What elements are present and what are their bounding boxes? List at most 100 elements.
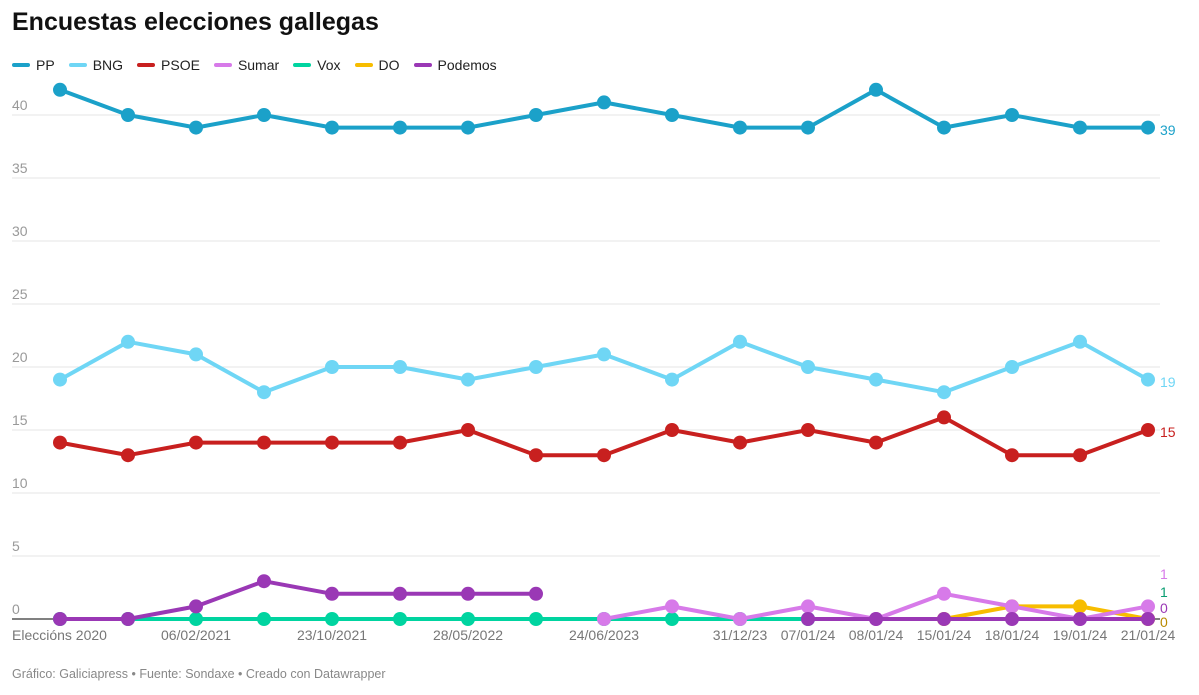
- y-tick-label: 15: [12, 412, 28, 428]
- series-pp: [53, 82, 1155, 135]
- x-tick-label: 23/10/2021: [297, 627, 367, 643]
- data-point: [461, 612, 475, 626]
- data-point: [801, 599, 815, 614]
- data-point: [461, 423, 475, 437]
- data-point: [869, 435, 883, 450]
- data-point: [121, 334, 135, 349]
- data-point: [121, 108, 135, 122]
- series-vox: [53, 612, 815, 626]
- data-point: [597, 448, 611, 463]
- y-tick-label: 20: [12, 349, 28, 365]
- data-point: [529, 360, 543, 374]
- end-label: 0: [1160, 600, 1168, 616]
- legend-label: BNG: [92, 57, 124, 73]
- y-tick-label: 40: [12, 97, 28, 113]
- data-point: [393, 360, 407, 374]
- data-point: [189, 120, 203, 135]
- end-label: 19: [1160, 374, 1176, 390]
- series-line: [60, 579, 536, 621]
- x-tick-label: 19/01/24: [1053, 627, 1108, 643]
- series-bng: [53, 334, 1155, 400]
- data-point: [801, 360, 815, 374]
- data-point: [257, 612, 271, 626]
- x-tick-label: 18/01/24: [985, 627, 1040, 643]
- data-point: [1141, 612, 1155, 626]
- legend-swatch: [213, 63, 232, 67]
- legend-label: PSOE: [161, 57, 200, 73]
- data-point: [733, 435, 747, 450]
- data-point: [597, 95, 611, 110]
- end-label: 1: [1160, 566, 1168, 582]
- data-point: [801, 423, 815, 437]
- x-tick-label: 08/01/24: [849, 627, 904, 643]
- legend-label: Vox: [317, 57, 341, 73]
- data-point: [529, 612, 543, 626]
- legend-label: PP: [36, 57, 55, 73]
- legend-item: DO: [354, 57, 400, 73]
- series-psoe: [53, 410, 1155, 463]
- data-point: [461, 120, 475, 135]
- end-label: 1: [1160, 584, 1168, 600]
- data-point: [121, 612, 135, 626]
- legend-item: PP: [12, 57, 55, 73]
- y-tick-label: 0: [12, 601, 20, 617]
- data-point: [393, 586, 407, 601]
- legend-swatch: [68, 63, 87, 67]
- data-point: [597, 347, 611, 362]
- data-point: [665, 612, 679, 626]
- x-tick-label: 21/01/24: [1121, 627, 1176, 643]
- data-point: [53, 435, 67, 450]
- data-point: [257, 435, 271, 450]
- footer-credits: Gráfico: Galiciapress • Fuente: Sondaxe …: [12, 667, 386, 681]
- data-point: [733, 334, 747, 349]
- data-point: [665, 372, 679, 387]
- data-point: [1005, 108, 1019, 122]
- data-point: [53, 82, 67, 97]
- data-point: [189, 435, 203, 450]
- data-point: [665, 599, 679, 614]
- data-point: [461, 372, 475, 387]
- legend-label: Sumar: [237, 57, 280, 73]
- x-tick-label: Eleccións 2020: [12, 627, 107, 643]
- x-tick-label: 15/01/24: [917, 627, 972, 643]
- legend: PP BNG PSOE Sumar Vox DO Podemos: [12, 57, 497, 73]
- x-tick-label: 24/06/2023: [569, 627, 639, 643]
- data-point: [937, 120, 951, 135]
- data-point: [1141, 599, 1155, 614]
- legend-label: Podemos: [437, 57, 497, 73]
- data-point: [529, 586, 543, 601]
- legend-item: Podemos: [413, 57, 497, 73]
- data-point: [1005, 360, 1019, 374]
- data-point: [937, 385, 951, 400]
- legend-item: PSOE: [137, 57, 200, 73]
- data-point: [1005, 599, 1019, 614]
- data-point: [529, 108, 543, 122]
- data-point: [1141, 423, 1155, 437]
- data-point: [869, 82, 883, 97]
- data-point: [257, 574, 271, 589]
- legend-item: BNG: [68, 57, 124, 73]
- y-tick-label: 35: [12, 160, 28, 176]
- y-tick-label: 30: [12, 223, 28, 239]
- data-point: [869, 372, 883, 387]
- data-point: [937, 612, 951, 626]
- data-point: [597, 612, 611, 626]
- data-point: [325, 586, 339, 601]
- data-point: [393, 612, 407, 626]
- data-point: [393, 435, 407, 450]
- data-point: [733, 612, 747, 626]
- data-point: [189, 347, 203, 362]
- data-point: [1073, 599, 1087, 614]
- data-point: [393, 120, 407, 135]
- x-tick-label: 06/02/2021: [161, 627, 231, 643]
- data-point: [121, 448, 135, 463]
- data-point: [1073, 448, 1087, 463]
- y-tick-label: 5: [12, 538, 20, 554]
- end-label: 0: [1160, 614, 1168, 630]
- x-tick-label: 31/12/23: [713, 627, 768, 643]
- y-tick-label: 25: [12, 286, 28, 302]
- data-point: [325, 435, 339, 450]
- data-point: [189, 599, 203, 614]
- data-point: [801, 120, 815, 135]
